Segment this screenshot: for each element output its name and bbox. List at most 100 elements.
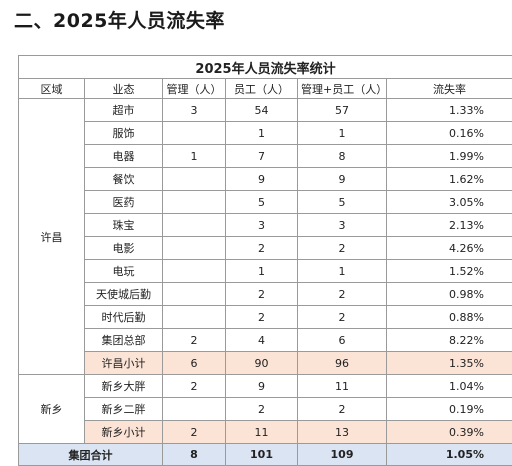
grand-total-staff: 101 <box>226 444 298 466</box>
table-body: 2025年人员流失率统计 区域 业态 管理（人） 员工（人） 管理+员工（人） … <box>19 56 512 466</box>
staff-cell: 2 <box>226 398 298 421</box>
region-cell: 许昌 <box>19 99 85 375</box>
type-cell: 天使城后勤 <box>85 283 163 306</box>
mgr-cell <box>163 306 226 329</box>
staff-cell: 1 <box>226 122 298 145</box>
type-cell: 服饰 <box>85 122 163 145</box>
total-cell: 3 <box>298 214 387 237</box>
rate-cell: 3.05% <box>387 191 512 214</box>
mgr-cell: 2 <box>163 329 226 352</box>
staff-cell: 54 <box>226 99 298 122</box>
staff-cell: 2 <box>226 237 298 260</box>
table-title-row: 2025年人员流失率统计 <box>19 56 512 79</box>
rate-cell: 0.88% <box>387 306 512 329</box>
subtotal-mgr: 6 <box>163 352 226 375</box>
type-cell: 时代后勤 <box>85 306 163 329</box>
type-cell: 珠宝 <box>85 214 163 237</box>
subtotal-staff: 90 <box>226 352 298 375</box>
total-cell: 9 <box>298 168 387 191</box>
subtotal-total: 96 <box>298 352 387 375</box>
staff-cell: 9 <box>226 375 298 398</box>
staff-cell: 5 <box>226 191 298 214</box>
rate-cell: 4.26% <box>387 237 512 260</box>
grand-total-mgr: 8 <box>163 444 226 466</box>
rate-cell: 0.98% <box>387 283 512 306</box>
type-cell: 电器 <box>85 145 163 168</box>
header-total: 管理+员工（人） <box>298 79 387 99</box>
type-cell: 餐饮 <box>85 168 163 191</box>
rate-cell: 0.16% <box>387 122 512 145</box>
staff-cell: 2 <box>226 283 298 306</box>
grand-total-label: 集团合计 <box>19 444 163 466</box>
type-cell: 新乡二胖 <box>85 398 163 421</box>
grand-total-rate: 1.05% <box>387 444 512 466</box>
mgr-cell <box>163 398 226 421</box>
rate-cell: 1.04% <box>387 375 512 398</box>
mgr-cell <box>163 191 226 214</box>
subtotal-mgr: 2 <box>163 421 226 444</box>
header-rate: 流失率 <box>387 79 512 99</box>
type-cell: 医药 <box>85 191 163 214</box>
rate-cell: 8.22% <box>387 329 512 352</box>
total-cell: 57 <box>298 99 387 122</box>
staff-cell: 7 <box>226 145 298 168</box>
subtotal-total: 13 <box>298 421 387 444</box>
total-cell: 1 <box>298 260 387 283</box>
total-cell: 2 <box>298 398 387 421</box>
total-cell: 2 <box>298 237 387 260</box>
rate-cell: 1.62% <box>387 168 512 191</box>
staff-cell: 2 <box>226 306 298 329</box>
mgr-cell: 2 <box>163 375 226 398</box>
type-cell: 电影 <box>85 237 163 260</box>
staff-cell: 9 <box>226 168 298 191</box>
total-cell: 11 <box>298 375 387 398</box>
turnover-table-container: 2025年人员流失率统计 区域 业态 管理（人） 员工（人） 管理+员工（人） … <box>18 55 512 466</box>
mgr-cell <box>163 122 226 145</box>
mgr-cell <box>163 237 226 260</box>
mgr-cell <box>163 214 226 237</box>
header-type: 业态 <box>85 79 163 99</box>
mgr-cell: 3 <box>163 99 226 122</box>
subtotal-label: 新乡小计 <box>85 421 163 444</box>
grand-total-total: 109 <box>298 444 387 466</box>
header-region: 区域 <box>19 79 85 99</box>
type-cell: 超市 <box>85 99 163 122</box>
type-cell: 电玩 <box>85 260 163 283</box>
type-cell: 新乡大胖 <box>85 375 163 398</box>
rate-cell: 1.52% <box>387 260 512 283</box>
mgr-cell: 1 <box>163 145 226 168</box>
total-cell: 8 <box>298 145 387 168</box>
turnover-table: 2025年人员流失率统计 区域 业态 管理（人） 员工（人） 管理+员工（人） … <box>18 55 512 466</box>
rate-cell: 1.33% <box>387 99 512 122</box>
region-cell: 新乡 <box>19 375 85 444</box>
rate-cell: 2.13% <box>387 214 512 237</box>
total-cell: 1 <box>298 122 387 145</box>
subtotal-label: 许昌小计 <box>85 352 163 375</box>
page-heading: 二、2025年人员流失率 <box>14 6 225 33</box>
mgr-cell <box>163 260 226 283</box>
total-cell: 6 <box>298 329 387 352</box>
total-cell: 2 <box>298 306 387 329</box>
total-cell: 2 <box>298 283 387 306</box>
staff-cell: 4 <box>226 329 298 352</box>
staff-cell: 3 <box>226 214 298 237</box>
table-title: 2025年人员流失率统计 <box>19 56 512 79</box>
subtotal-staff: 11 <box>226 421 298 444</box>
mgr-cell <box>163 168 226 191</box>
